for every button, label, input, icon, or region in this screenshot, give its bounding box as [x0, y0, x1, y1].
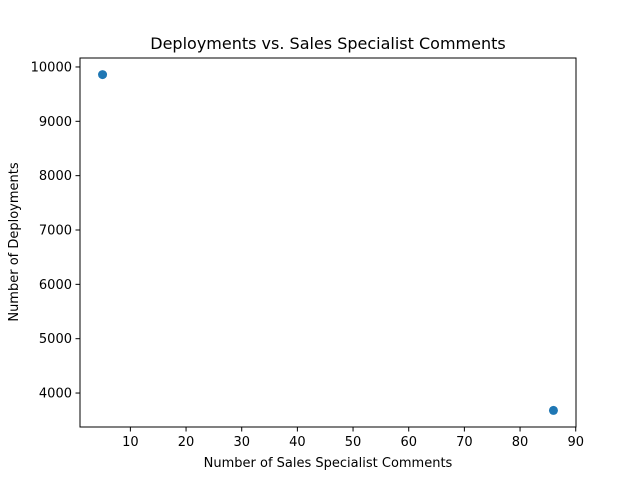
- x-tick-label: 80: [512, 435, 529, 450]
- x-tick-label: 60: [400, 435, 417, 450]
- y-tick-label: 9000: [39, 115, 72, 130]
- y-tick-label: 7000: [39, 224, 72, 239]
- data-point: [98, 70, 108, 80]
- x-tick-label: 50: [345, 435, 362, 450]
- y-tick-label: 8000: [39, 169, 72, 184]
- chart-title: Deployments vs. Sales Specialist Comment…: [150, 34, 505, 53]
- y-tick-label: 10000: [31, 60, 72, 75]
- x-axis-label: Number of Sales Specialist Comments: [204, 456, 453, 471]
- plot-frame: [79, 57, 577, 428]
- plot-area: 10 20 30 40 50 60 70 80 90 4000 5000 6000 7000 8000 90…: [31, 57, 584, 450]
- y-tick-label: 4000: [39, 387, 72, 402]
- y-tick-label: 5000: [39, 332, 72, 347]
- data-point: [548, 405, 558, 415]
- x-tick-label: 90: [567, 435, 584, 450]
- x-tick-label: 20: [178, 435, 195, 450]
- x-tick-label: 70: [456, 435, 473, 450]
- x-tick-label: 40: [289, 435, 306, 450]
- y-tick-label: 6000: [39, 278, 72, 293]
- y-axis-label: Number of Deployments: [7, 162, 22, 322]
- x-tick-label: 30: [233, 435, 250, 450]
- x-tick-label: 10: [122, 435, 139, 450]
